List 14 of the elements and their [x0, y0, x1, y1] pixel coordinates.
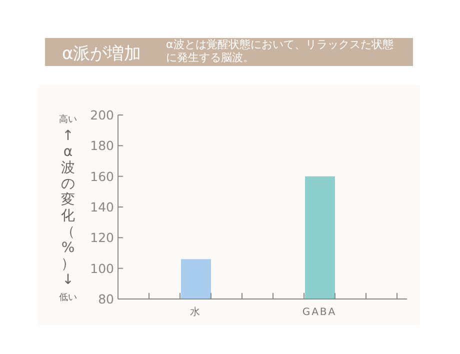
title: α派が増加 [62, 44, 142, 64]
ylabel: ↑α波の変化（%）↓ [61, 128, 75, 288]
y-tick-label: 160 [90, 168, 114, 184]
y-tick-label: 180 [90, 138, 114, 154]
subtitle: α波とは覚醒状態において、リラックスた状態に発生する脳波。 [166, 39, 394, 64]
x-tick-label: GABA [302, 307, 337, 318]
y-tick-label: 80 [98, 292, 114, 306]
text: 高い [59, 114, 77, 125]
y-tick-label: 200 [90, 108, 114, 122]
y-tick-label: 120 [90, 230, 114, 246]
y-tick-label: 140 [90, 200, 114, 214]
y-tick-label: 100 [90, 260, 114, 276]
text: 低い [59, 292, 77, 303]
x-tick-label: 水 [190, 306, 202, 318]
